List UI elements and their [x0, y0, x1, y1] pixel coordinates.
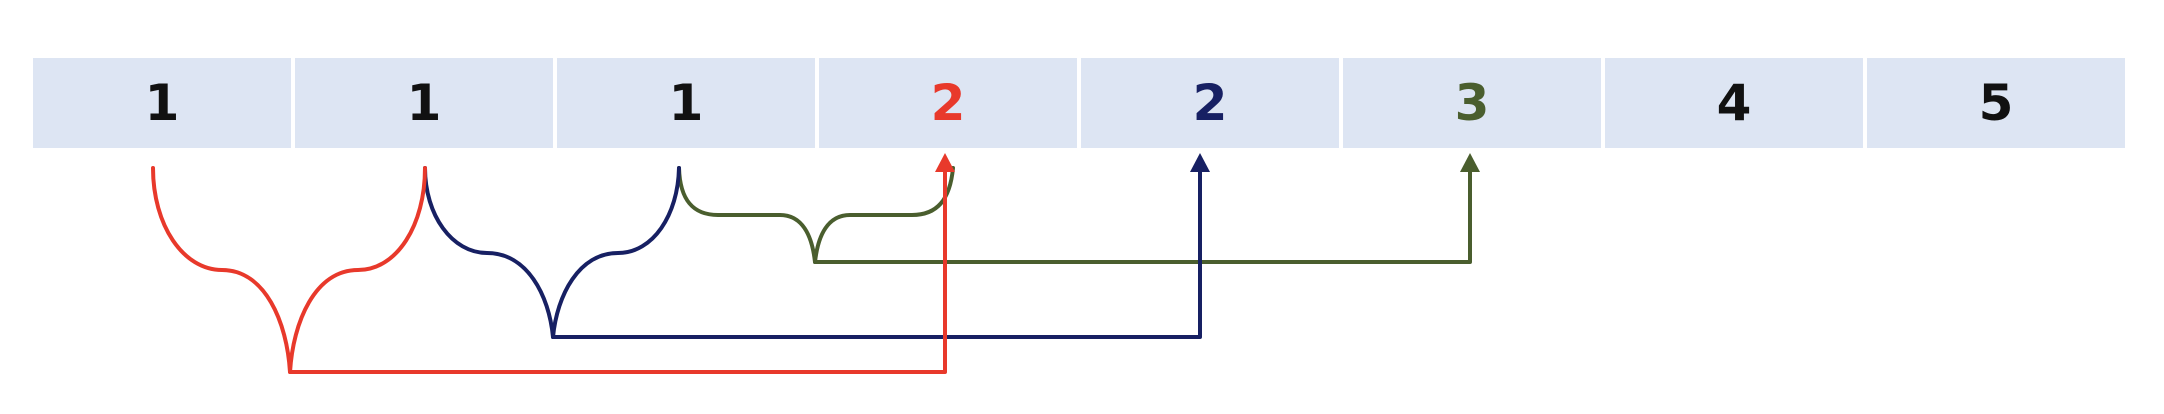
red-connector-path — [288, 160, 947, 374]
cell-value: 4 — [1716, 74, 1752, 132]
cell-value: 1 — [406, 74, 442, 132]
navy-branch-path — [423, 166, 681, 339]
navy-arrow-head — [1190, 153, 1210, 172]
sequence-cell: 3 — [1343, 58, 1601, 148]
cell-value: 5 — [1978, 74, 2014, 132]
red-link — [151, 153, 955, 374]
sequence-cell: 2 — [1081, 58, 1339, 148]
sequence-cell: 4 — [1605, 58, 1863, 148]
cell-value: 2 — [930, 74, 966, 132]
cell-value: 2 — [1192, 74, 1228, 132]
sequence-cell: 1 — [33, 58, 291, 148]
green-arrow-head — [1460, 153, 1480, 172]
green-branch-path — [677, 166, 955, 264]
green-connector-path — [813, 160, 1472, 264]
sequence-cell: 5 — [1867, 58, 2125, 148]
navy-link — [423, 153, 1210, 339]
red-branch-path — [151, 166, 427, 374]
sequence-cell: 1 — [295, 58, 553, 148]
sequence-cell: 1 — [557, 58, 815, 148]
sequence-cell: 2 — [819, 58, 1077, 148]
number-sequence: 1 1 1 2 2 3 4 5 — [33, 58, 2125, 148]
cell-value: 1 — [144, 74, 180, 132]
navy-connector-path — [551, 160, 1202, 339]
red-arrow-head — [935, 153, 955, 172]
cell-value: 1 — [668, 74, 704, 132]
green-link — [677, 153, 1480, 264]
cell-value: 3 — [1454, 74, 1490, 132]
